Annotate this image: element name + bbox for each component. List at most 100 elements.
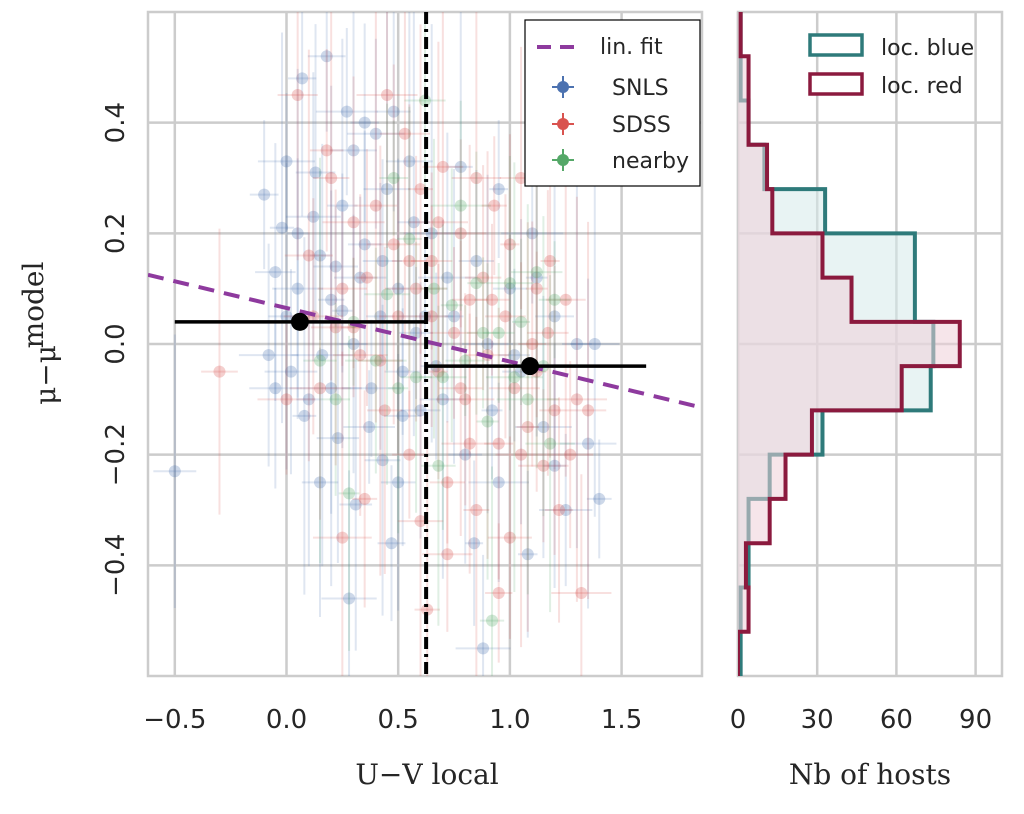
- data-point-sdss: [551, 474, 612, 676]
- data-point-sdss: [429, 421, 465, 544]
- data-point-snls: [403, 24, 460, 443]
- data-point-snls: [257, 93, 316, 230]
- data-point-snls: [399, 266, 433, 399]
- data-point-snls: [313, 206, 358, 327]
- data-point-sdss: [463, 316, 490, 676]
- data-point-snls: [264, 269, 318, 475]
- data-point-snls: [347, 38, 405, 229]
- data-point-sdss: [527, 190, 569, 476]
- data-point-sdss: [439, 240, 483, 536]
- data-point-snls: [517, 470, 538, 638]
- data-point-sdss: [428, 264, 448, 480]
- histogram-steps: [738, 12, 962, 676]
- data-point-sdss: [284, 49, 333, 462]
- x-tick-labels: −0.5 0.0 0.5 1.0 1.5: [143, 705, 642, 735]
- y-axis-label-main: μ−μ: [29, 345, 62, 405]
- scatter-legend: lin. fit SNLS SDSS nearby: [524, 19, 701, 187]
- hist-x-tick-label: 60: [880, 705, 913, 735]
- data-point-sdss: [322, 76, 385, 369]
- data-point-sdss: [474, 223, 510, 376]
- x-tick-label: 0.5: [378, 705, 419, 735]
- data-point-snls: [570, 171, 620, 517]
- data-point-snls: [468, 382, 530, 582]
- data-point-sdss: [354, 12, 398, 423]
- data-point-sdss: [317, 211, 368, 366]
- data-point-snls: [327, 38, 358, 373]
- data-point-nearby: [538, 241, 571, 359]
- data-point-snls: [448, 345, 483, 564]
- data-point-sdss: [569, 221, 607, 599]
- x-tick-label: −0.5: [143, 705, 206, 735]
- data-point-snls: [269, 32, 295, 424]
- data-point-snls: [481, 341, 503, 480]
- histogram-legend: loc. blue loc. red: [808, 33, 974, 99]
- data-point-nearby: [482, 262, 515, 403]
- data-point-snls: [535, 163, 574, 470]
- data-point-sdss: [379, 177, 418, 456]
- data-point-snls: [586, 439, 612, 559]
- data-point-snls: [287, 68, 309, 398]
- data-point-sdss: [441, 313, 498, 574]
- data-point-sdss: [422, 12, 464, 382]
- data-point-sdss: [385, 155, 448, 422]
- data-point-sdss: [422, 476, 473, 632]
- data-point-snls: [380, 354, 416, 611]
- histogram-x-tick-labels: 0 30 60 90: [730, 705, 992, 735]
- data-point-snls: [291, 143, 353, 567]
- legend-label-sdss: SDSS: [612, 113, 671, 138]
- y-tick-label: 0.0: [101, 323, 131, 364]
- data-point-snls: [339, 358, 373, 651]
- data-point-snls: [492, 232, 527, 346]
- data-point-sdss: [435, 139, 487, 328]
- data-point-sdss: [544, 397, 574, 623]
- x-axis-label: U−V local: [355, 758, 498, 791]
- data-point-sdss: [367, 246, 403, 575]
- data-point-sdss: [309, 49, 344, 252]
- legend-label-fit: lin. fit: [600, 35, 663, 60]
- hist-x-tick-label: 90: [959, 705, 992, 735]
- data-point-sdss: [485, 194, 526, 439]
- data-point-snls: [400, 282, 441, 539]
- y-axis-label-superscript: model: [17, 262, 50, 349]
- data-point-snls: [332, 173, 353, 449]
- data-point-sdss: [332, 194, 388, 516]
- data-point-sdss: [430, 247, 478, 419]
- data-point-sdss: [518, 221, 547, 467]
- scatter-points: [153, 12, 620, 676]
- data-point-snls: [295, 24, 336, 321]
- scatter-plot-area: −0.5 0.0 0.5 1.0 1.5 −0.4 −0.2 0.0 0.2 0.4 lin. …: [17, 10, 704, 791]
- data-point-nearby: [400, 241, 432, 513]
- data-point-snls: [539, 433, 593, 587]
- data-point-snls: [309, 170, 331, 341]
- y-tick-label: 0.4: [101, 102, 131, 143]
- data-point-sdss: [410, 172, 453, 350]
- data-point-sdss: [289, 256, 351, 520]
- data-point-sdss: [484, 307, 514, 580]
- data-point-snls: [376, 12, 411, 212]
- data-point-snls: [377, 465, 406, 622]
- data-point-snls: [462, 174, 513, 514]
- data-point-nearby: [321, 302, 351, 496]
- data-point-nearby: [379, 120, 409, 236]
- data-point-snls: [315, 27, 378, 196]
- legend-snls-marker: [552, 76, 574, 98]
- data-point-snls: [296, 232, 322, 567]
- data-point-snls: [341, 319, 402, 457]
- data-point-nearby: [476, 263, 499, 580]
- data-point-snls: [350, 23, 379, 222]
- legend-label-loc-blue: loc. blue: [881, 36, 974, 61]
- data-point-sdss: [451, 12, 502, 365]
- hist-step-loc-red: [738, 12, 962, 676]
- legend-nearby-marker: [552, 149, 574, 171]
- legend-sdss-marker: [552, 113, 574, 135]
- data-point-nearby: [496, 204, 559, 595]
- data-point-snls: [321, 470, 377, 676]
- data-point-nearby: [345, 247, 407, 474]
- x-tick-label: 1.5: [601, 705, 642, 735]
- data-point-sdss: [495, 262, 547, 648]
- data-point-snls: [448, 12, 473, 354]
- data-point-snls: [543, 343, 566, 589]
- data-point-sdss: [487, 436, 532, 639]
- data-point-snls: [465, 460, 484, 626]
